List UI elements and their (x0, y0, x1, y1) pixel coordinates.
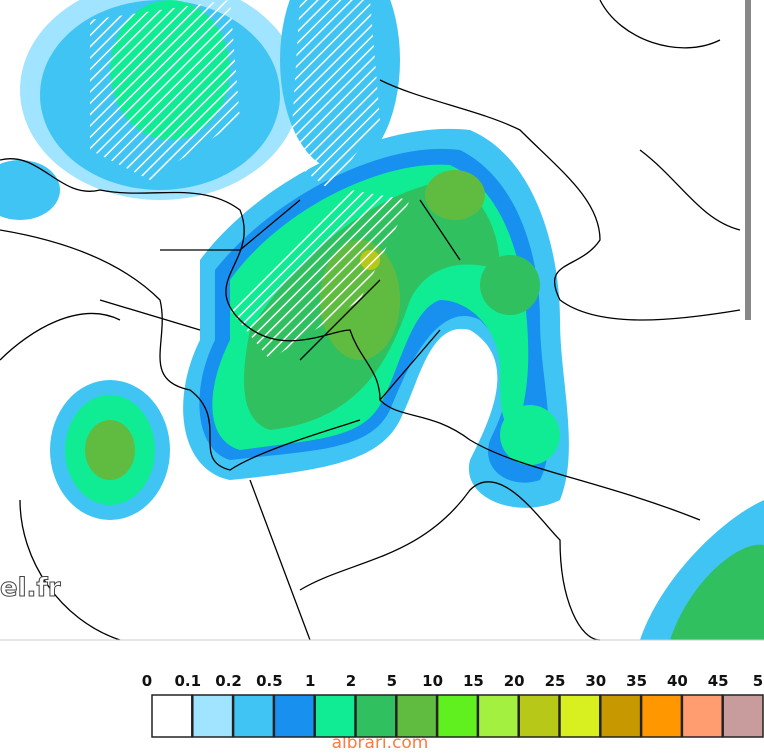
legend-label: 0.5 (256, 672, 283, 690)
footer-watermark: albrari.com (332, 733, 429, 750)
legend-swatch (722, 694, 764, 738)
legend-swatch (314, 694, 356, 738)
legend-label: 20 (504, 672, 525, 690)
legend-swatch (559, 694, 601, 738)
watermark: el.fr (0, 573, 61, 603)
legend-label: 2 (346, 672, 356, 690)
legend-label: 45 (708, 672, 729, 690)
legend-label: 30 (585, 672, 606, 690)
legend-swatch (273, 694, 315, 738)
legend-label: 10 (422, 672, 443, 690)
legend-label: 5 (387, 672, 397, 690)
legend: 0 0.1 0.2 0.5 1 2 5 10 15 20 25 30 35 40 45 5 (142, 672, 764, 738)
borders (0, 0, 741, 641)
legend-swatch (681, 694, 723, 738)
legend-swatch (355, 694, 397, 738)
legend-label: 5 (753, 672, 763, 690)
legend-label: 0.2 (215, 672, 242, 690)
legend-swatch (518, 694, 560, 738)
scroll-bar (745, 0, 751, 320)
legend-swatch (232, 694, 275, 738)
legend-swatch (477, 694, 519, 738)
legend-swatch (600, 694, 642, 738)
legend-label: 25 (545, 672, 566, 690)
legend-swatch (436, 694, 479, 738)
legend-swatch (396, 694, 438, 738)
legend-swatch (640, 694, 683, 738)
legend-label: 0.1 (175, 672, 202, 690)
legend-label: 35 (626, 672, 647, 690)
legend-label: 15 (463, 672, 484, 690)
precip-field (0, 0, 764, 640)
legend-label: 1 (305, 672, 315, 690)
legend-label: 0 (142, 672, 152, 690)
legend-label: 40 (667, 672, 688, 690)
legend-swatch (192, 694, 234, 738)
legend-swatch (151, 694, 193, 738)
